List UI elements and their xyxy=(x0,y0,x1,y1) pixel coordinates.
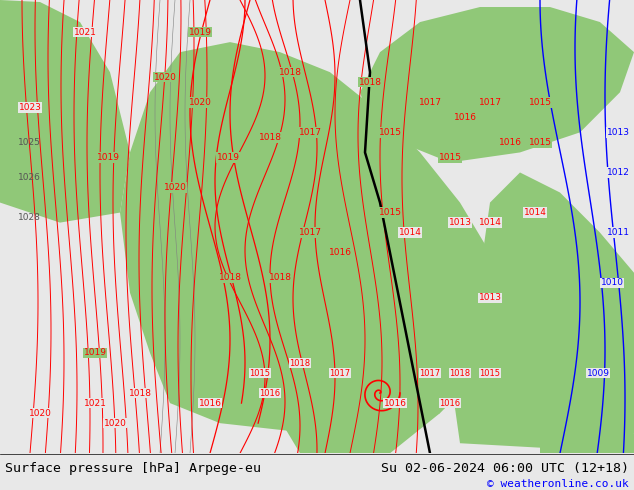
Text: 1018: 1018 xyxy=(450,368,470,377)
Text: 1017: 1017 xyxy=(418,98,441,107)
Text: 1016: 1016 xyxy=(498,138,522,147)
Text: 1020: 1020 xyxy=(103,418,126,428)
Text: 1019: 1019 xyxy=(96,153,119,162)
Text: 1015: 1015 xyxy=(479,368,500,377)
Text: 1013: 1013 xyxy=(607,128,630,137)
Text: 1017: 1017 xyxy=(420,368,441,377)
Text: 1020: 1020 xyxy=(153,73,176,82)
Text: 1018: 1018 xyxy=(358,78,382,87)
Text: 1016: 1016 xyxy=(328,248,351,257)
Text: 1020: 1020 xyxy=(188,98,211,107)
Text: © weatheronline.co.uk: © weatheronline.co.uk xyxy=(488,479,629,489)
Text: 1018: 1018 xyxy=(290,359,311,368)
Text: 1015: 1015 xyxy=(250,368,271,377)
Text: 1014: 1014 xyxy=(399,228,422,237)
Text: 1016: 1016 xyxy=(453,113,477,122)
Text: 1018: 1018 xyxy=(278,68,302,77)
Text: 1026: 1026 xyxy=(18,173,41,182)
Text: 1028: 1028 xyxy=(18,213,41,222)
Text: 1019: 1019 xyxy=(188,27,212,37)
Text: 1021: 1021 xyxy=(74,27,96,37)
Text: 1018: 1018 xyxy=(219,273,242,282)
Text: 1019: 1019 xyxy=(84,348,107,358)
Text: 1012: 1012 xyxy=(607,168,630,177)
Text: Su 02-06-2024 06:00 UTC (12+18): Su 02-06-2024 06:00 UTC (12+18) xyxy=(381,462,629,475)
Text: 1020: 1020 xyxy=(164,183,186,192)
Text: 1016: 1016 xyxy=(259,389,281,397)
Text: 1013: 1013 xyxy=(479,294,501,302)
Text: 1020: 1020 xyxy=(29,409,51,417)
Text: 1025: 1025 xyxy=(18,138,41,147)
Text: 1015: 1015 xyxy=(439,153,462,162)
Text: 1023: 1023 xyxy=(18,103,41,112)
Text: 1015: 1015 xyxy=(529,98,552,107)
Text: 1016: 1016 xyxy=(384,398,406,408)
Text: 1017: 1017 xyxy=(299,128,321,137)
Text: 1017: 1017 xyxy=(299,228,321,237)
Text: 1018: 1018 xyxy=(269,273,292,282)
Text: 1018: 1018 xyxy=(129,389,152,397)
Text: 1016: 1016 xyxy=(439,398,460,408)
Text: 1016: 1016 xyxy=(198,398,221,408)
Text: 1015: 1015 xyxy=(378,208,401,217)
Text: 1019: 1019 xyxy=(216,153,240,162)
Text: 1013: 1013 xyxy=(448,218,472,227)
Text: 1014: 1014 xyxy=(479,218,501,227)
Text: 1017: 1017 xyxy=(479,98,501,107)
Text: 1011: 1011 xyxy=(607,228,630,237)
Text: 1018: 1018 xyxy=(259,133,281,142)
Text: 1014: 1014 xyxy=(524,208,547,217)
Text: 1015: 1015 xyxy=(529,138,552,147)
Text: 1015: 1015 xyxy=(378,128,401,137)
Text: 1009: 1009 xyxy=(586,368,609,377)
Text: 1017: 1017 xyxy=(330,368,351,377)
Text: Surface pressure [hPa] Arpege-eu: Surface pressure [hPa] Arpege-eu xyxy=(5,462,261,475)
Text: 1010: 1010 xyxy=(600,278,623,287)
Text: 1021: 1021 xyxy=(84,398,107,408)
